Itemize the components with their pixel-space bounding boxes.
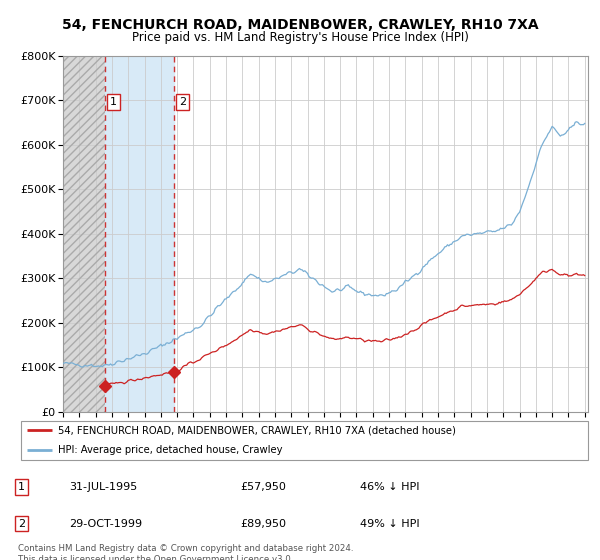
- Text: 29-OCT-1999: 29-OCT-1999: [69, 519, 142, 529]
- Text: 49% ↓ HPI: 49% ↓ HPI: [360, 519, 419, 529]
- Text: HPI: Average price, detached house, Crawley: HPI: Average price, detached house, Craw…: [58, 445, 283, 455]
- Text: Price paid vs. HM Land Registry's House Price Index (HPI): Price paid vs. HM Land Registry's House …: [131, 31, 469, 44]
- Bar: [105, 56, 175, 412]
- Text: 54, FENCHURCH ROAD, MAIDENBOWER, CRAWLEY, RH10 7XA: 54, FENCHURCH ROAD, MAIDENBOWER, CRAWLEY…: [62, 18, 538, 32]
- Text: 1: 1: [110, 97, 117, 107]
- Text: £57,950: £57,950: [240, 482, 286, 492]
- Text: 1: 1: [18, 482, 25, 492]
- Text: 2: 2: [18, 519, 25, 529]
- Text: Contains HM Land Registry data © Crown copyright and database right 2024.
This d: Contains HM Land Registry data © Crown c…: [18, 544, 353, 560]
- Text: 2: 2: [179, 97, 187, 107]
- Bar: [63, 56, 105, 412]
- Text: 46% ↓ HPI: 46% ↓ HPI: [360, 482, 419, 492]
- Text: £89,950: £89,950: [240, 519, 286, 529]
- Bar: [63, 56, 105, 412]
- Text: 54, FENCHURCH ROAD, MAIDENBOWER, CRAWLEY, RH10 7XA (detached house): 54, FENCHURCH ROAD, MAIDENBOWER, CRAWLEY…: [58, 425, 456, 435]
- Text: 31-JUL-1995: 31-JUL-1995: [69, 482, 137, 492]
- FancyBboxPatch shape: [21, 421, 588, 460]
